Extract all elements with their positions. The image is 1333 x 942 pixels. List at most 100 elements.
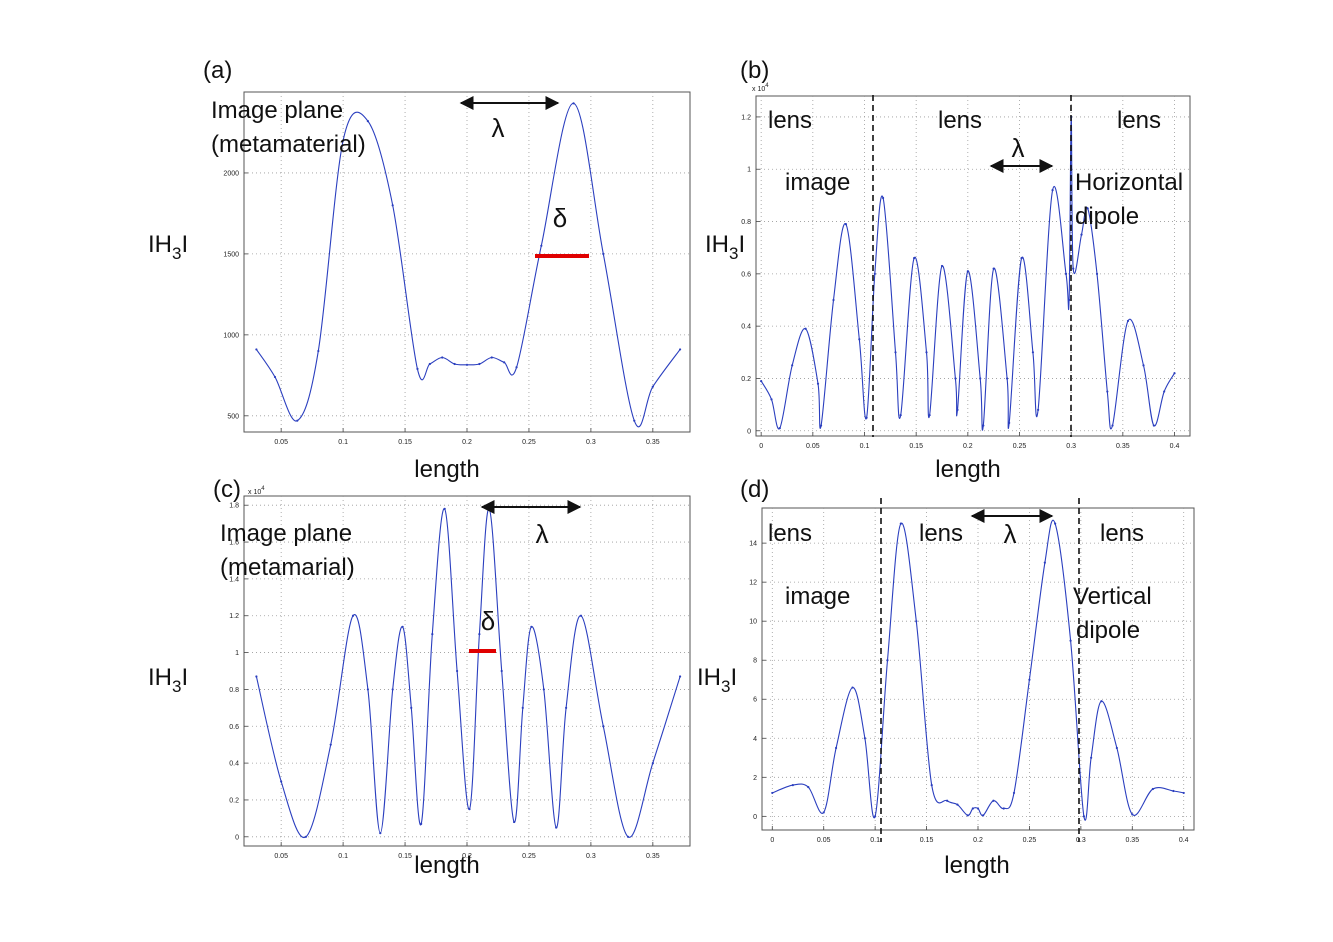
data-point xyxy=(602,725,605,728)
x-tick-label: 0.2 xyxy=(462,853,472,860)
x-tick-label: 0.4 xyxy=(1179,837,1189,844)
markers-d xyxy=(771,522,1185,818)
data-point xyxy=(894,351,897,354)
x-tick-label: 0.35 xyxy=(1116,443,1130,450)
data-point xyxy=(255,675,258,678)
data-point xyxy=(1095,272,1099,275)
x-tick-label: 0.15 xyxy=(920,837,934,844)
data-point xyxy=(1064,272,1068,275)
y-tick-label: 0 xyxy=(747,428,751,435)
y-tick-label: 500 xyxy=(227,413,239,420)
data-point xyxy=(913,257,916,260)
data-point xyxy=(873,272,876,275)
data-point xyxy=(1002,807,1005,810)
markers-a xyxy=(255,102,682,422)
data-point xyxy=(1106,390,1109,393)
data-point xyxy=(1028,678,1031,681)
data-point xyxy=(651,385,654,388)
panel-c: 0.05 0.1 0.15 0.2 0.25 0.3 0.35 0 0.2 0.4 0.6 0.8 1… xyxy=(148,476,691,879)
x-tick-label: 0.3 xyxy=(1066,443,1076,450)
data-point xyxy=(928,413,931,417)
plot-area-c xyxy=(243,495,691,847)
data-point xyxy=(296,419,299,422)
x-tick-label: 0.3 xyxy=(586,853,596,860)
y-tick-label: 1.2 xyxy=(229,613,239,620)
panel-label-b: (b) xyxy=(740,57,769,84)
dipole-label-d-1: Vertical xyxy=(1073,583,1152,610)
xticks-b: 0 0.05 0.1 0.15 0.2 0.25 0.3 0.35 0.4 xyxy=(759,432,1179,450)
data-point xyxy=(807,785,810,789)
data-point xyxy=(530,625,533,628)
panel-a: 0.05 0.1 0.15 0.2 0.25 0.3 0.35 500 1000 1500 200… xyxy=(148,57,691,483)
x-tick-label: 0.3 xyxy=(1076,837,1086,844)
x-tick-label: 0.4 xyxy=(1170,443,1180,450)
y-tick-label: 2000 xyxy=(223,170,239,177)
data-point xyxy=(1069,639,1072,642)
data-point xyxy=(1151,787,1154,791)
data-point xyxy=(416,367,419,370)
y-tick-label: 1500 xyxy=(223,251,239,258)
data-point xyxy=(1182,791,1185,795)
data-point xyxy=(992,267,995,270)
delta-label-a: δ xyxy=(553,203,567,233)
y-axis-label-b: IH3I xyxy=(705,231,745,263)
series-line-a xyxy=(255,102,681,428)
data-point xyxy=(925,351,928,354)
data-point xyxy=(304,835,308,838)
y-axis-label-a: IH3I xyxy=(148,231,188,263)
x-axis-label-c: length xyxy=(414,852,479,879)
yticks-a: 500 1000 1500 2000 xyxy=(223,170,248,420)
data-point xyxy=(1131,813,1134,816)
wavelength-label-c: λ xyxy=(536,519,549,549)
data-point xyxy=(488,507,491,510)
y-tick-label: 0.6 xyxy=(741,271,751,278)
data-point xyxy=(490,356,493,359)
yticks-d: 0 2 4 6 8 10 12 14 xyxy=(749,541,766,821)
data-point xyxy=(1080,233,1083,236)
data-point xyxy=(1054,522,1057,525)
data-point xyxy=(542,688,545,691)
lens-label-d-middle: lens xyxy=(919,520,963,547)
x-tick-label: 0.2 xyxy=(973,837,983,844)
x-tick-label: 0.1 xyxy=(870,837,880,844)
data-point xyxy=(351,614,355,617)
yticks-b: 0 0.2 0.4 0.6 0.8 1 1.2 xyxy=(741,114,760,435)
data-point xyxy=(816,382,820,385)
data-point xyxy=(379,832,382,835)
data-point xyxy=(844,223,848,226)
x-tick-label: 0.05 xyxy=(274,439,288,446)
x-tick-label: 0 xyxy=(770,837,774,844)
grid-a xyxy=(244,92,690,432)
data-point xyxy=(956,803,959,806)
dipole-label-b-1: Horizontal xyxy=(1075,169,1183,196)
data-point xyxy=(329,743,332,746)
data-point xyxy=(832,298,835,302)
panel-label-c: (c) xyxy=(213,476,241,503)
panel-label-a: (a) xyxy=(203,57,232,84)
data-point xyxy=(366,120,369,123)
x-tick-label: 0.25 xyxy=(522,439,536,446)
wavelength-label-a: λ xyxy=(492,113,505,143)
xticks-a: 0.05 0.1 0.15 0.2 0.25 0.3 0.35 xyxy=(274,428,660,446)
x-tick-label: 0.35 xyxy=(646,439,660,446)
data-point xyxy=(791,364,794,367)
data-point xyxy=(956,408,959,411)
data-point xyxy=(255,348,258,351)
panel-b: 0 0.05 0.1 0.15 0.2 0.25 0.3 0.35 0.4 0 0.2 0.4 0.6… xyxy=(705,57,1191,483)
data-point xyxy=(602,252,605,256)
data-point xyxy=(453,362,456,366)
annotation-image-plane-a-1: Image plane xyxy=(211,97,343,124)
data-point xyxy=(500,669,503,673)
data-point xyxy=(317,349,320,353)
data-point xyxy=(770,398,773,401)
x-tick-label: 0.2 xyxy=(462,439,472,446)
y-tick-label: 0.4 xyxy=(741,324,751,331)
lens-label-b-right: lens xyxy=(1117,107,1161,134)
y-tick-label: 0 xyxy=(235,834,239,841)
lens-label-d-left: lens xyxy=(768,520,812,547)
data-point xyxy=(1006,377,1009,380)
data-point xyxy=(1142,364,1145,367)
x-tick-label: 0 xyxy=(759,443,763,450)
y-tick-label: 1 xyxy=(235,650,239,657)
